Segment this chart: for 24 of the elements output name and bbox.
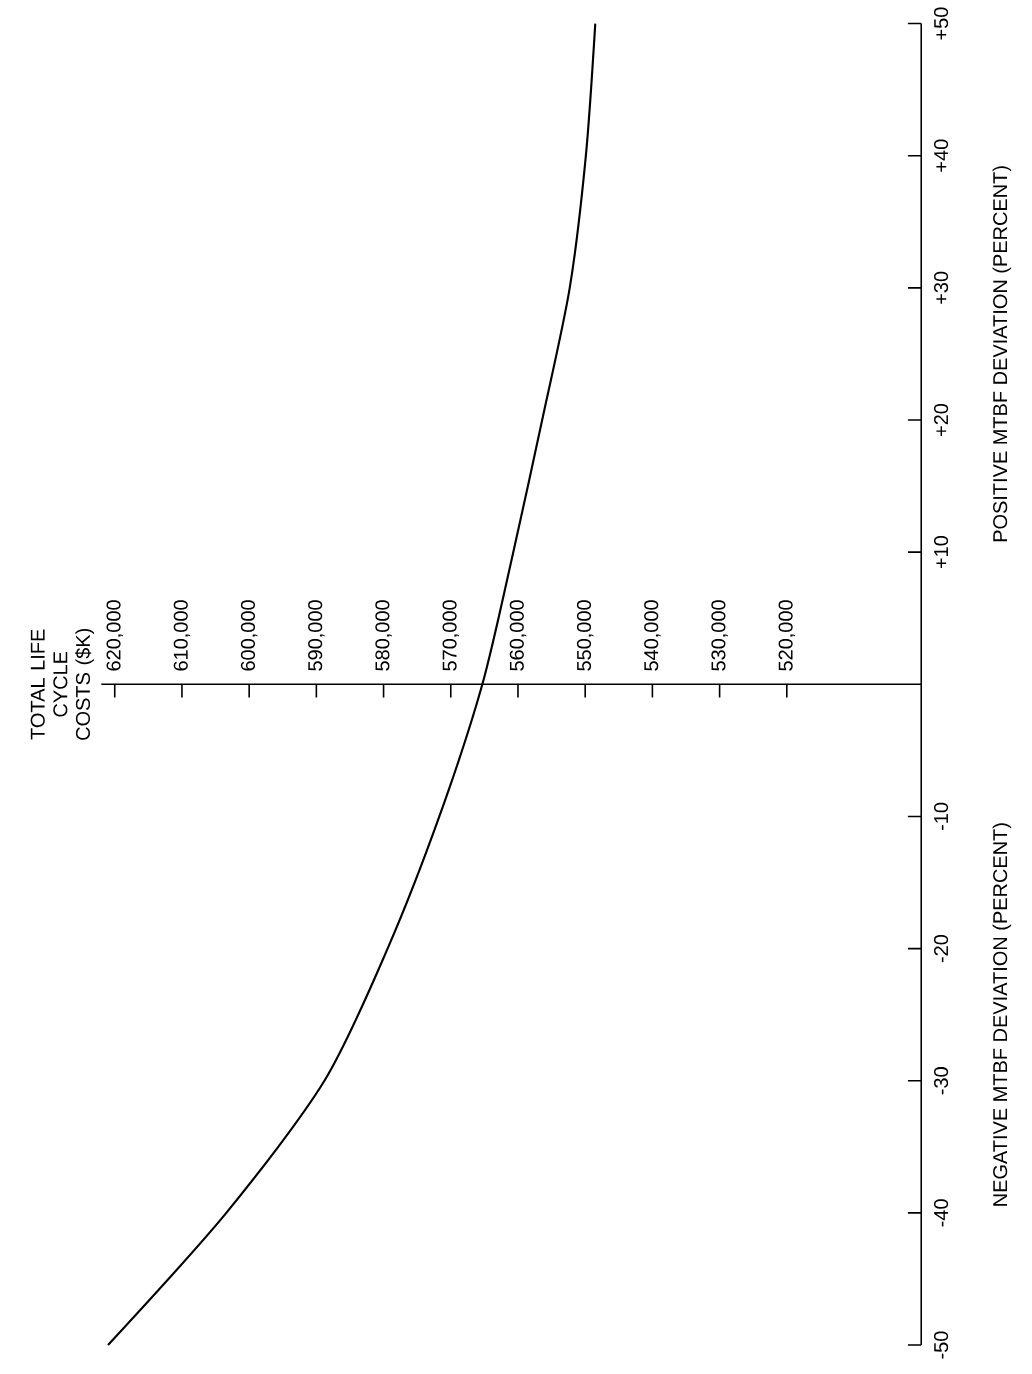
y-tick-label: -40 bbox=[934, 1199, 949, 1227]
y-tick-label: +10 bbox=[934, 536, 949, 569]
y-tick-label: -10 bbox=[934, 802, 949, 831]
x-tick-label: 600,000 bbox=[240, 600, 258, 671]
x-tick-label: 610,000 bbox=[173, 600, 191, 671]
text: NEGATIVE MTBF DEVIATION (PERCENT) bbox=[992, 823, 1012, 1206]
x-tick-label: 570,000 bbox=[442, 600, 460, 671]
x-tick-label: 620,000 bbox=[106, 600, 123, 671]
text: TOTAL LIFE CYCLE COSTS ($K) bbox=[30, 628, 94, 740]
x-tick-label: 530,000 bbox=[711, 600, 728, 671]
x-tick-label: 550,000 bbox=[576, 600, 594, 671]
y-tick-label: -20 bbox=[934, 934, 949, 963]
y-tick-label: +20 bbox=[934, 403, 949, 436]
x-tick-label: 580,000 bbox=[375, 600, 392, 671]
y-tick-label: +40 bbox=[934, 139, 949, 172]
y-tick-label: +50 bbox=[934, 7, 949, 40]
y-tick-label: -50 bbox=[934, 1331, 949, 1359]
y-axis-title: POSITIVE MTBF DEVIATION (PERCENT) bbox=[992, 166, 1012, 542]
x-tick-label: 590,000 bbox=[308, 600, 325, 671]
y-tick-label: +30 bbox=[934, 271, 949, 304]
x-tick-label: 520,000 bbox=[778, 600, 796, 671]
y-tick-label: -30 bbox=[934, 1067, 949, 1095]
x-tick-label: 540,000 bbox=[644, 600, 661, 671]
x-tick-label: 560,000 bbox=[509, 600, 527, 671]
